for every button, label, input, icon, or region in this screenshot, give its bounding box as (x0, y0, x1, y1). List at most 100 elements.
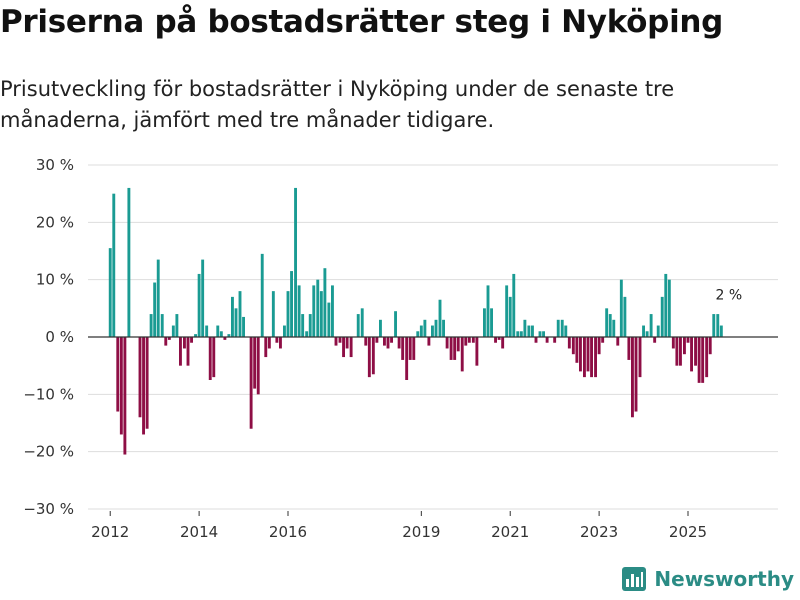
bar (201, 259, 205, 337)
bar (319, 291, 323, 337)
bar (679, 337, 682, 366)
bar (656, 325, 660, 337)
bar (197, 273, 201, 337)
bar (519, 331, 523, 337)
bar (331, 285, 334, 337)
y-tick-label: 30 % (36, 156, 74, 174)
bar (453, 337, 457, 360)
bar (323, 268, 327, 337)
bar (171, 325, 175, 337)
bar (356, 314, 360, 337)
bar (208, 337, 212, 380)
bar (545, 337, 549, 343)
bar (112, 193, 116, 337)
bar (305, 331, 309, 337)
bar (212, 337, 216, 378)
bar (279, 337, 282, 349)
bar (512, 273, 516, 337)
y-tick-label: −30 % (23, 500, 74, 518)
bar (301, 314, 305, 337)
bar (164, 337, 168, 346)
bar (616, 337, 620, 346)
bar (701, 337, 705, 383)
bar (219, 331, 223, 337)
newsworthy-logo-icon (622, 567, 647, 591)
y-tick-label: −10 % (23, 385, 74, 403)
gridlines (88, 164, 778, 510)
bar (612, 319, 616, 337)
bar (642, 325, 645, 337)
bar (179, 337, 182, 366)
bar (264, 337, 268, 358)
bar (716, 314, 720, 337)
bar (645, 331, 649, 337)
bar (408, 337, 412, 360)
bar (583, 337, 586, 378)
chart-title: Priserna på bostadsrätter steg i Nyköpin… (0, 4, 724, 40)
bar (667, 279, 671, 337)
bar (697, 337, 701, 383)
bar (186, 337, 190, 366)
bar (234, 308, 238, 337)
bar (397, 337, 401, 349)
bar (456, 337, 460, 352)
bar (442, 319, 445, 337)
bar (271, 291, 275, 337)
bar (527, 325, 531, 337)
bar (564, 325, 568, 337)
bar (383, 337, 386, 346)
bar (156, 259, 160, 337)
bar (167, 337, 171, 340)
bar (538, 331, 542, 337)
bar (175, 314, 179, 337)
bar (464, 337, 468, 346)
bar (712, 314, 716, 337)
bar (605, 308, 609, 337)
bar (338, 337, 342, 343)
bar (553, 337, 557, 343)
bar (386, 337, 390, 349)
bar (638, 337, 642, 378)
bar (227, 334, 231, 337)
bar (434, 319, 438, 337)
bar (438, 299, 442, 337)
bar (631, 337, 634, 418)
bar (223, 337, 227, 340)
bar (516, 331, 520, 337)
bar (360, 308, 364, 337)
bar (183, 337, 186, 349)
bar (634, 337, 638, 412)
bar (449, 337, 453, 360)
bar (590, 337, 593, 378)
bar (316, 279, 320, 337)
bar (127, 187, 131, 337)
bar (308, 314, 312, 337)
x-tick-label: 2012 (91, 523, 129, 541)
bar (342, 337, 345, 358)
bar (619, 279, 623, 337)
bar (556, 319, 560, 337)
x-axis: 2012 2014 2016 2019 2021 2023 2025 (91, 511, 707, 541)
bar (601, 337, 605, 343)
bar (286, 291, 290, 337)
bar (531, 325, 534, 337)
bar (571, 337, 575, 355)
y-tick-label: 10 % (36, 271, 74, 289)
bar (367, 337, 371, 378)
bar (523, 319, 527, 337)
bar (497, 337, 501, 340)
bar (501, 337, 505, 349)
bar (683, 337, 686, 355)
bar (379, 319, 382, 337)
bar (153, 282, 157, 337)
bar (312, 285, 316, 337)
bar (494, 337, 497, 343)
bar (705, 337, 709, 378)
bar (160, 314, 164, 337)
bars (108, 187, 723, 455)
bar (283, 325, 286, 337)
bar (708, 337, 712, 355)
bar (119, 337, 123, 435)
bar (419, 325, 423, 337)
